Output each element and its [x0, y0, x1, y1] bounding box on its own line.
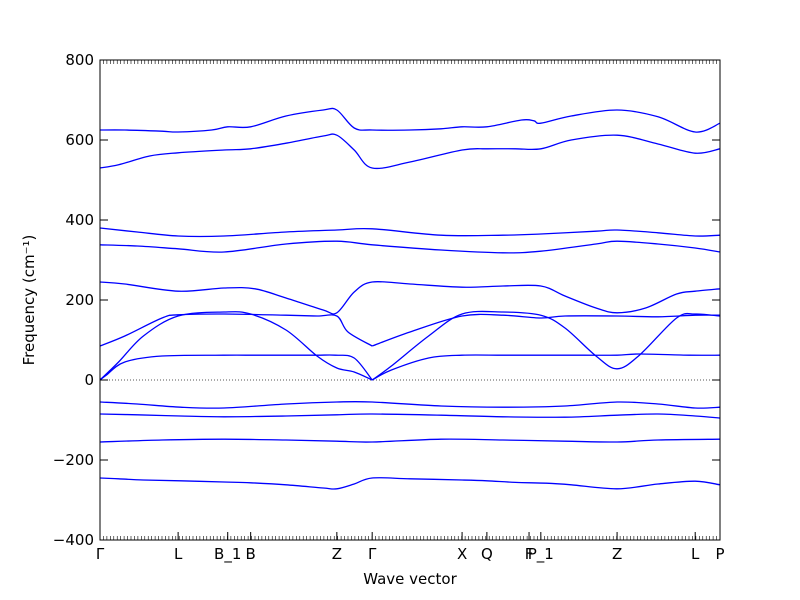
band-line-15: [99, 107, 721, 133]
minor-ticks-layer: [99, 60, 721, 540]
y-axis-label: Frequency (cm⁻¹): [20, 235, 38, 366]
band-line-1: [99, 477, 721, 490]
x-tick-label: Γ: [96, 545, 105, 563]
x-tick-label: F: [525, 545, 534, 563]
x-tick-label: X: [457, 545, 467, 563]
plot-frame: [99, 59, 721, 541]
band-line-13: [99, 227, 721, 238]
x-tick-labels: Γ L B_1 B Z Γ X Q FP_1 Z L P: [96, 545, 725, 564]
x-tick-label: Q: [481, 545, 493, 563]
y-tick-label: 400: [65, 211, 94, 229]
band-line-6: [371, 353, 721, 381]
band-line-2: [99, 438, 721, 443]
x-tick-label: P: [715, 545, 724, 563]
band-line-5: [99, 354, 373, 381]
band-line-4: [99, 400, 721, 409]
x-tick-label: B: [246, 545, 256, 563]
y-tick-labels: −400 −200 0 200 400 600 800: [53, 51, 94, 549]
band-line-14: [99, 133, 721, 170]
x-tick-label: B_1: [214, 545, 241, 564]
band-line-10: [371, 313, 721, 347]
band-line-3: [99, 413, 721, 419]
bands-layer: [99, 107, 721, 490]
x-axis-label: Wave vector: [363, 570, 457, 588]
x-tick-label: L: [691, 545, 700, 563]
band-line-11: [99, 280, 721, 315]
y-tick-label: 200: [65, 291, 94, 309]
x-tick-label: L: [174, 545, 183, 563]
band-line-12: [99, 240, 721, 254]
y-tick-label: −400: [53, 531, 94, 549]
x-tick-label: Z: [332, 545, 342, 563]
y-tick-label: −200: [53, 451, 94, 469]
x-tick-label: Γ: [368, 545, 377, 563]
band-line-8: [371, 310, 721, 381]
x-tick-label: Z: [612, 545, 622, 563]
y-tick-label: 0: [84, 371, 94, 389]
y-tick-label: 600: [65, 131, 94, 149]
band-line-9: [99, 313, 373, 347]
y-tick-label: 800: [65, 51, 94, 69]
x-tick-label: P_1: [528, 545, 554, 564]
